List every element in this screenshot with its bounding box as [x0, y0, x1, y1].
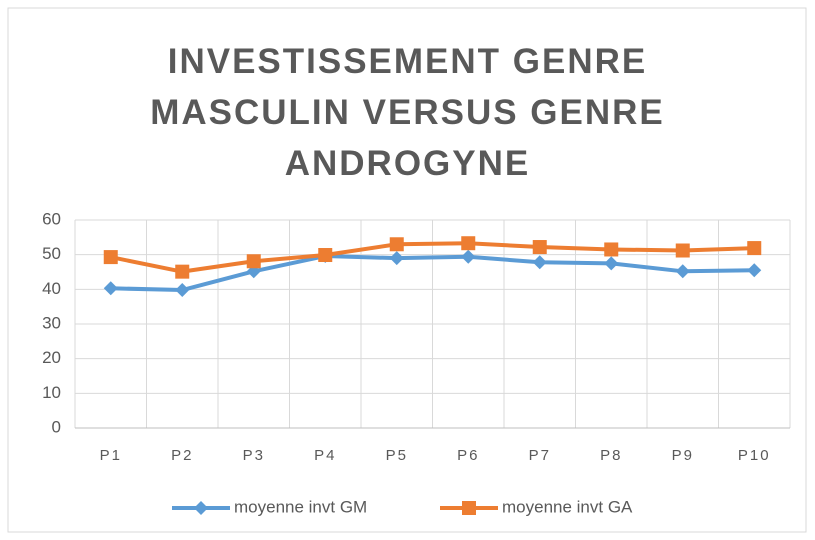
marker	[747, 241, 762, 256]
x-tick-label: P4	[314, 447, 336, 464]
marker	[461, 236, 476, 251]
marker	[675, 243, 690, 258]
x-tick-label: P1	[100, 447, 122, 464]
legend-marker	[462, 501, 476, 515]
marker	[389, 251, 404, 266]
frame	[7, 7, 807, 533]
y-tick-label: 20	[42, 348, 61, 367]
y-tick-label: 40	[42, 279, 61, 298]
chart-title: INVESTISSEMENT GENRE MASCULIN VERSUS GEN…	[150, 42, 665, 183]
marker	[461, 249, 476, 264]
x-tick-label: P2	[171, 447, 193, 464]
series-line	[110, 254, 755, 293]
x-tick-label: P6	[457, 447, 479, 464]
marker	[103, 250, 118, 265]
y-tick-label: 60	[42, 209, 61, 228]
x-tick-label: P5	[386, 447, 408, 464]
y-tick-label: 0	[52, 417, 61, 436]
marker	[175, 264, 190, 279]
legend-marker	[194, 501, 208, 515]
x-tick-label: P3	[243, 447, 265, 464]
marker	[389, 237, 404, 252]
marker	[604, 242, 619, 257]
marker	[318, 248, 333, 263]
y-tick-label: 50	[42, 244, 61, 263]
x-tick-label: P9	[672, 447, 694, 464]
marker	[175, 283, 190, 298]
marker	[103, 281, 118, 296]
marker	[675, 264, 690, 279]
marker	[246, 254, 261, 269]
y-tick-label: 30	[42, 313, 61, 332]
legend-label: moyenne invt GA	[502, 497, 633, 516]
legend-label: moyenne invt GM	[234, 497, 367, 516]
x-tick-label: P8	[600, 447, 622, 464]
marker	[532, 240, 547, 255]
x-tick-label: P7	[529, 447, 551, 464]
y-tick-label: 10	[42, 383, 61, 402]
marker	[532, 255, 547, 270]
marker	[604, 256, 619, 271]
series-line	[110, 241, 755, 274]
marker	[747, 263, 762, 278]
x-tick-label: P10	[738, 447, 771, 464]
